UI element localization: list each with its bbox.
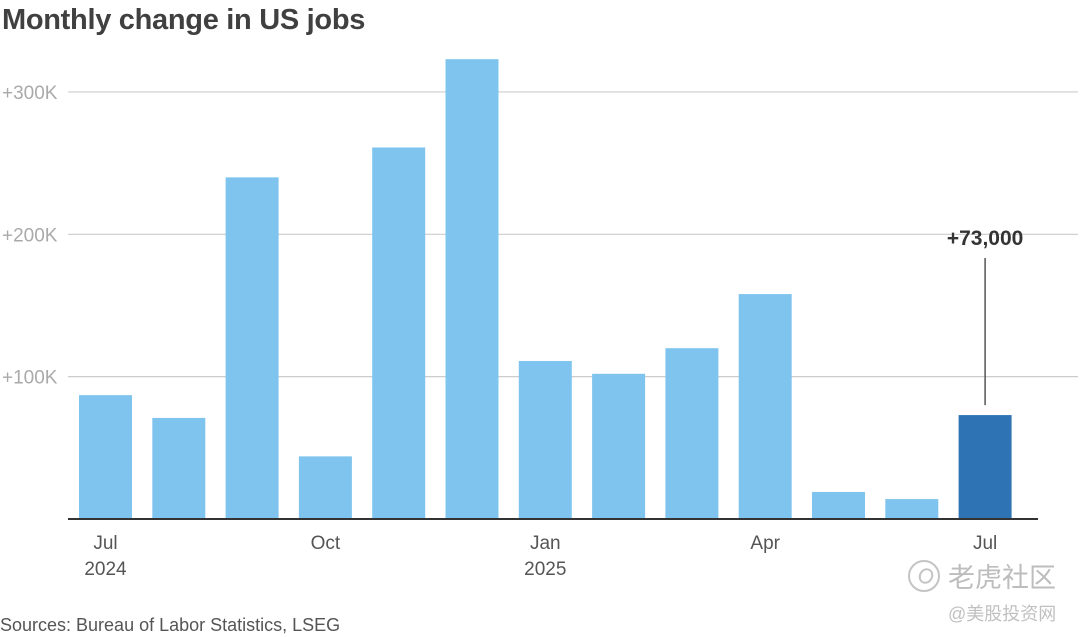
x-tick-label: Apr xyxy=(750,533,780,554)
tiger-logo-icon xyxy=(908,559,940,592)
x-tick-label: Oct xyxy=(311,533,341,554)
x-tick-label: Jan xyxy=(530,533,561,554)
bar-jan-2025 xyxy=(518,360,572,519)
bar-mar-2025 xyxy=(665,348,719,519)
bars xyxy=(68,59,1038,520)
annotation-label: +73,000 xyxy=(947,227,1024,250)
gridlines: +100K +200K +300K xyxy=(2,83,1078,389)
y-tick-label: +300K xyxy=(2,83,58,104)
x-tick-year-label: 2025 xyxy=(524,559,566,580)
bar-may-2025 xyxy=(812,491,865,519)
x-tick-label: Jul xyxy=(973,533,997,554)
watermark-text: 老虎社区 xyxy=(948,563,1056,593)
bar-dec-2024 xyxy=(445,59,499,519)
bar-jul-2024 xyxy=(79,395,132,519)
y-tick-label: +200K xyxy=(2,225,58,246)
bar-oct-2024 xyxy=(298,456,352,519)
bar-jun-2025 xyxy=(885,499,939,519)
bar-chart: +100K +200K +300K +73,000 Jul 2024 Oct Jan 202… xyxy=(2,59,1078,580)
watermark: 老虎社区 xyxy=(908,556,1078,596)
bar-jul-2025 xyxy=(958,415,1012,519)
x-tick-label: Jul xyxy=(93,533,117,554)
x-tick-year-label: 2024 xyxy=(84,559,127,580)
bar-apr-2025 xyxy=(738,294,792,519)
bar-sep-2024 xyxy=(225,177,279,519)
bar-aug-2024 xyxy=(152,417,206,519)
chart-title: Monthly change in US jobs xyxy=(2,4,366,36)
bar-nov-2024 xyxy=(372,147,426,520)
annotation: +73,000 xyxy=(947,227,1024,406)
x-axis-ticks: Jul 2024 Oct Jan 2025 Apr Jul xyxy=(84,533,997,580)
source-note: Sources: Bureau of Labor Statistics, LSE… xyxy=(0,615,341,635)
bar-feb-2025 xyxy=(592,373,646,519)
watermark-handle: @美股投资网 xyxy=(948,604,1057,624)
y-tick-label: +100K xyxy=(2,368,58,389)
